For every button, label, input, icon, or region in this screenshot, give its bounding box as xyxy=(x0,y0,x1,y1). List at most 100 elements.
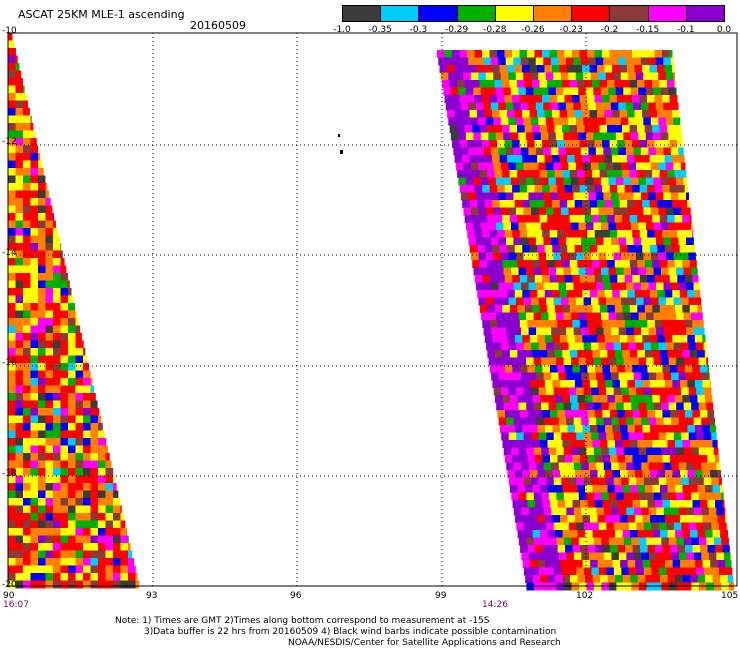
swath-cell-right xyxy=(569,215,578,223)
swath-cell-right xyxy=(515,515,524,523)
swath-cell-right xyxy=(584,260,593,268)
swath-cell-left xyxy=(98,468,106,476)
swath-cell-left xyxy=(23,205,31,214)
swath-cell-right xyxy=(518,312,527,321)
swath-cell-left xyxy=(30,513,39,521)
swath-cell-right xyxy=(569,125,578,133)
swath-cell-right xyxy=(517,125,526,133)
swath-cell-right xyxy=(556,537,565,546)
swath-cell-right xyxy=(550,102,559,111)
swath-cell-right xyxy=(688,387,697,396)
swath-cell-right xyxy=(653,177,662,186)
swath-cell-right xyxy=(629,215,638,223)
swath-cell-right xyxy=(534,230,543,238)
swath-cell-right xyxy=(552,380,561,388)
swath-cell-right xyxy=(453,102,462,111)
swath-cell-left xyxy=(45,333,54,341)
swath-cell-right xyxy=(572,455,581,463)
swath-cell-left xyxy=(23,370,31,379)
swath-cell-right xyxy=(564,275,573,283)
swath-cell-left xyxy=(23,243,31,251)
swath-cell-right xyxy=(665,560,674,568)
swath-cell-right xyxy=(536,327,545,336)
swath-cell-left xyxy=(60,558,69,566)
swath-cell-left xyxy=(8,430,16,439)
swath-cell-right xyxy=(497,230,506,238)
swath-cell-left xyxy=(8,123,16,131)
swath-cell-right xyxy=(677,320,686,328)
swath-cell-right xyxy=(507,155,516,163)
swath-cell-left xyxy=(113,520,121,529)
swath-cell-right xyxy=(537,65,546,73)
swath-cell-right xyxy=(646,447,655,456)
swath-cell-right xyxy=(695,515,704,523)
swath-cell-left xyxy=(38,385,46,394)
swath-cell-left xyxy=(75,393,84,401)
swath-cell-right xyxy=(652,530,661,538)
swath-cell-right xyxy=(489,140,498,148)
swath-cell-right xyxy=(617,275,626,283)
swath-cell-right xyxy=(541,492,550,501)
swath-cell-right xyxy=(593,537,602,546)
swath-cell-right xyxy=(478,207,487,216)
swath-cell-right xyxy=(552,200,561,208)
swath-cell-right xyxy=(531,477,540,486)
swath-cell-right xyxy=(638,267,647,276)
swath-cell-right xyxy=(582,560,591,568)
swath-cell-left xyxy=(90,505,99,514)
swath-cell-right xyxy=(637,215,646,223)
swath-cell-left xyxy=(83,520,91,529)
swath-cell-right xyxy=(694,290,701,298)
swath-cell-right xyxy=(573,372,582,381)
swath-cell-right xyxy=(493,207,502,216)
swath-cell-right xyxy=(574,245,583,253)
swath-cell-right xyxy=(615,222,624,231)
swath-cell-right xyxy=(520,500,529,508)
swath-cell-left xyxy=(8,355,16,364)
swath-cell-right xyxy=(577,530,586,538)
swath-cell-right xyxy=(679,380,688,388)
swath-cell-right xyxy=(487,260,496,268)
swath-cell-right xyxy=(633,552,642,561)
swath-cell-right xyxy=(647,320,656,328)
swath-cell-right xyxy=(668,132,677,141)
swath-cell-right xyxy=(594,230,603,238)
swath-cell-right xyxy=(668,87,677,96)
lat-label: -10 xyxy=(2,26,17,36)
swath-cell-right xyxy=(603,147,612,156)
swath-cell-right xyxy=(580,57,589,66)
swath-cell-right xyxy=(566,282,575,291)
swath-cell-right xyxy=(586,537,595,546)
swath-cell-left xyxy=(75,475,84,484)
swath-cell-right xyxy=(567,200,576,208)
swath-cell-right xyxy=(445,102,454,111)
swath-cell-right xyxy=(557,545,566,553)
swath-cell-right xyxy=(551,417,560,426)
swath-cell-left xyxy=(120,543,129,551)
swath-cell-right xyxy=(583,342,592,351)
swath-cell-right xyxy=(444,50,453,58)
swath-cell-left xyxy=(105,573,114,581)
swath-cell-right xyxy=(656,282,665,291)
swath-cell-right xyxy=(642,200,651,208)
colorbar-label: -1.0 xyxy=(333,25,351,35)
swath-cell-right xyxy=(576,252,585,261)
swath-cell-right xyxy=(581,462,590,471)
swath-cell-right xyxy=(648,57,657,66)
swath-cell-right xyxy=(612,560,621,568)
swath-cell-right xyxy=(478,117,487,126)
swath-cell-right xyxy=(620,515,629,523)
swath-cell-left xyxy=(8,325,16,334)
swath-cell-right xyxy=(537,470,546,478)
swath-cell-right xyxy=(648,282,657,291)
swath-cell-left xyxy=(60,265,67,274)
swath-cell-right xyxy=(532,395,541,403)
swath-cell-right xyxy=(498,192,507,201)
swath-cell-right xyxy=(606,522,615,531)
swath-cell-right xyxy=(707,545,716,553)
swath-cell-right xyxy=(457,125,466,133)
swath-cell-right xyxy=(452,50,460,58)
swath-cell-right xyxy=(682,170,687,178)
swath-cell-left xyxy=(83,498,91,506)
swath-cell-left xyxy=(90,490,99,499)
